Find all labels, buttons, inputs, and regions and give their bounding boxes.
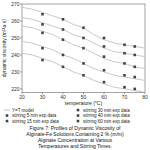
data-point	[62, 28, 65, 31]
y-tick	[20, 54, 22, 55]
legend-label: stirring 5 min exp data	[12, 113, 57, 118]
data-point	[103, 37, 106, 40]
legend-label: stirring 60 min exp data	[83, 119, 130, 124]
fit-line	[22, 41, 145, 80]
data-point	[62, 66, 65, 69]
data-point	[62, 18, 65, 21]
data-point	[82, 74, 85, 77]
data-point	[41, 32, 44, 35]
data-point	[123, 52, 126, 55]
title: Figure 7: Profiles of Dynamic Viscosity …	[26, 125, 124, 148]
y-tick-label: 220	[11, 86, 20, 92]
data-point	[82, 26, 85, 29]
legend-entry: stirring 15 min exp data	[6, 119, 60, 124]
y-tick	[20, 71, 22, 72]
legend-swatch	[77, 120, 80, 123]
legend-swatch	[77, 114, 80, 117]
data-point	[103, 45, 106, 48]
legend-swatch	[4, 110, 10, 111]
legend-swatch	[6, 120, 9, 123]
legend-entry: Y=T model	[4, 108, 34, 113]
fit-line	[22, 26, 145, 68]
x-tick-label: 70	[122, 94, 128, 100]
data-point	[82, 62, 85, 65]
chart: 20304050607080220230240250260270temperat…	[0, 0, 150, 150]
data-point	[133, 88, 136, 91]
plot-frame	[22, 4, 145, 92]
axis-ticks: 20304050607080220230240250260270	[11, 1, 148, 101]
title-line: Temperatures and Stirring Times.	[38, 143, 112, 149]
legend-entry: stirring 60 min exp data	[77, 119, 131, 124]
data-point	[133, 45, 136, 48]
data-point	[103, 69, 106, 72]
legend-label: Y=T model	[12, 108, 34, 113]
data-point	[133, 54, 136, 57]
y-tick	[20, 37, 22, 38]
data-point	[123, 62, 126, 65]
fit-line	[22, 7, 145, 48]
data-point	[133, 66, 136, 69]
y-axis-label: dynamic viscosity (mPa·s)	[1, 19, 7, 77]
data-point	[123, 86, 126, 89]
data-point	[82, 47, 85, 50]
legend-entry: stirring 30 min exp data	[77, 108, 131, 113]
plot-area	[22, 7, 145, 92]
x-tick-label: 20	[19, 94, 25, 100]
data-point	[123, 43, 126, 46]
legend-label: stirring 15 min exp data	[12, 119, 59, 124]
data-point	[41, 13, 44, 16]
legend-swatch	[77, 109, 80, 112]
y-tick-label: 250	[11, 35, 20, 41]
y-tick-label: 270	[11, 1, 20, 7]
y-tick-label: 260	[11, 18, 20, 24]
data-point	[41, 59, 44, 62]
legend-swatch	[6, 114, 9, 117]
data-point	[62, 54, 65, 57]
fit-line	[22, 18, 145, 57]
data-point	[41, 23, 44, 26]
legend-label: stirring 40 min exp data	[83, 113, 130, 118]
data-point	[103, 55, 106, 58]
data-point	[123, 74, 126, 77]
legend-entry: stirring 5 min exp data	[6, 113, 57, 118]
data-point	[82, 37, 85, 40]
y-tick-label: 240	[11, 52, 20, 58]
data-point	[133, 76, 136, 79]
y-tick	[20, 88, 22, 89]
x-tick-label: 30	[40, 94, 46, 100]
x-tick-label: 80	[142, 94, 148, 100]
fit-line	[22, 53, 145, 92]
data-point	[62, 38, 65, 41]
y-tick	[20, 4, 22, 5]
data-point	[103, 81, 106, 84]
legend-label: stirring 30 min exp data	[83, 108, 130, 113]
y-tick	[20, 20, 22, 21]
data-point	[41, 47, 44, 50]
legend: Y=T modelstirring 5 min exp datastirring…	[4, 108, 130, 124]
y-tick-label: 230	[11, 69, 20, 75]
x-axis-label: temperature (°C)	[65, 100, 103, 106]
legend-entry: stirring 40 min exp data	[77, 113, 131, 118]
